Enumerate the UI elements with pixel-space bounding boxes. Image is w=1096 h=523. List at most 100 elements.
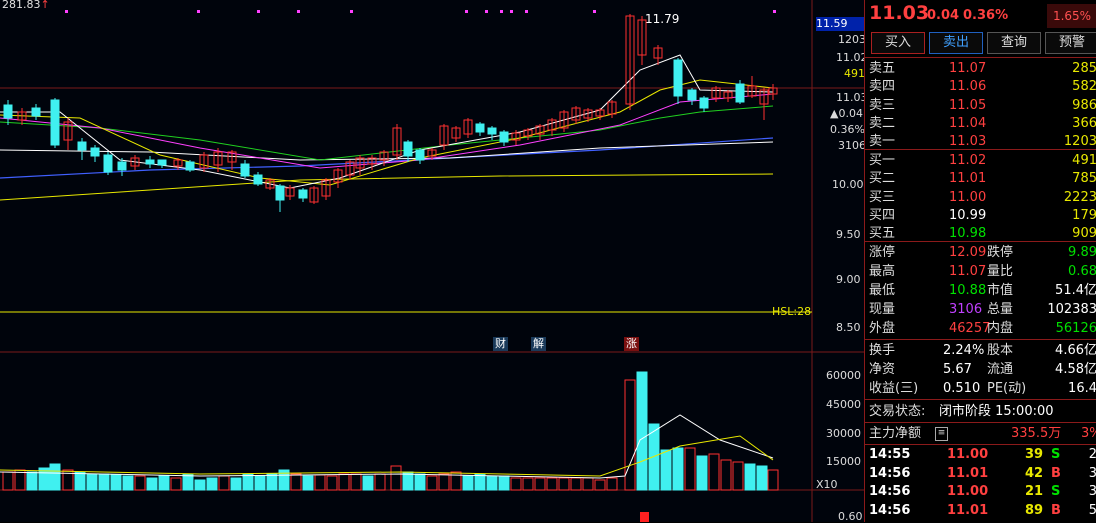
volume-bar: [110, 474, 122, 491]
sell-button[interactable]: 卖出: [929, 32, 983, 54]
ma-line: [0, 79, 774, 186]
volume-bar: [732, 461, 744, 491]
kline-chart-area[interactable]: 281.83↑ 11.79 HSL:28 财 解 涨 11.59 1203 11…: [0, 0, 868, 523]
unlock-tag[interactable]: 解: [531, 337, 546, 351]
stat-value: 12.09: [949, 245, 987, 260]
candle-body: [687, 89, 697, 101]
kline-chart[interactable]: [0, 0, 864, 522]
volume-bar: [696, 455, 708, 491]
query-button[interactable]: 查询: [987, 32, 1041, 54]
tick-price: 11.00: [947, 447, 989, 462]
volume-bar: [194, 479, 206, 491]
buy-button[interactable]: 买入: [871, 32, 925, 54]
stats-row: 净资 5.67 流通 4.58亿: [865, 361, 1096, 379]
stats-row: 换手 2.24% 股本 4.66亿: [865, 342, 1096, 360]
ask-volume: 1203: [1063, 134, 1096, 150]
stat-value: 4.58亿: [1055, 362, 1096, 377]
candle-body: [607, 101, 617, 115]
stat-label: 涨停: [869, 245, 896, 260]
candle-body: [499, 131, 509, 143]
alert-button[interactable]: 预警: [1045, 32, 1096, 54]
divider: [865, 149, 1096, 150]
volume-bar: [756, 465, 768, 491]
volume-bar: [98, 473, 110, 491]
current-price-box: 11.59: [816, 17, 864, 31]
volume-bar: [438, 473, 450, 491]
tick-price: 11.01: [947, 502, 989, 518]
divider: [865, 399, 1096, 400]
volume-bar: [522, 477, 534, 491]
event-marker: [465, 10, 468, 13]
candle-body: [145, 159, 155, 165]
bid-label: 买一: [869, 153, 896, 168]
stat-value: 16.4: [1068, 381, 1096, 396]
volume-bar: [290, 473, 302, 491]
volume-scale-label: X10: [816, 478, 838, 491]
volume-ma-line: [0, 435, 774, 477]
candle-body: [595, 109, 605, 117]
candle-body: [439, 125, 449, 146]
price-change: 0.04: [927, 8, 960, 23]
stats-row: 涨停 12.09 跌停 9.89: [865, 244, 1096, 262]
candle-body: [723, 91, 733, 99]
tick-row: 14:56 11.01 89 B 5: [865, 502, 1096, 520]
candle-body: [583, 109, 593, 119]
tick-time: 14:56: [869, 484, 911, 499]
candle-body: [345, 161, 355, 176]
candle-body: [367, 157, 377, 165]
divider: [865, 339, 1096, 340]
volume-bar: [266, 473, 278, 491]
candle-body: [31, 107, 41, 117]
candle-body: [50, 99, 60, 146]
stat-value: 4.66亿: [1055, 343, 1096, 358]
candle-body: [213, 151, 223, 166]
ask-label: 卖五: [869, 61, 896, 76]
ask-label: 卖一: [869, 134, 896, 150]
stat-value: 56126: [1055, 321, 1096, 336]
stats-row: 最低 10.88 市值 51.4亿: [865, 282, 1096, 300]
candle-body: [117, 161, 127, 171]
candle-body: [103, 154, 113, 173]
volume-bar: [134, 475, 146, 491]
list-icon[interactable]: ≡: [935, 427, 948, 441]
top-left-value: 281.83↑: [2, 0, 50, 11]
event-marker: [197, 10, 200, 13]
stat-label: 跌停: [987, 245, 1014, 260]
tick-price: 11.01: [947, 465, 989, 481]
candle-body: [699, 97, 709, 109]
event-marker: [65, 10, 68, 13]
event-marker: [500, 10, 503, 13]
trade-status-value: 闭市阶段 15:00:00: [939, 404, 1054, 419]
stat-label: 现量: [869, 302, 896, 317]
volume-bar: [278, 469, 290, 491]
bid-row: 买三 11.00 2223: [865, 189, 1096, 207]
main-force-row[interactable]: 主力净额 ≡ 335.5万 3%: [865, 425, 1096, 443]
stat-value: 102383: [1047, 302, 1096, 317]
stat-label: PE(动): [987, 381, 1027, 396]
divider: [865, 57, 1096, 58]
axis-label: 9.00: [836, 273, 861, 286]
candle-body: [673, 59, 683, 97]
finance-tag[interactable]: 财: [493, 337, 508, 351]
limit-up-tag[interactable]: 涨: [624, 337, 639, 351]
volume-bar: [122, 475, 134, 491]
candle-body: [285, 187, 295, 197]
stat-label: 流通: [987, 362, 1014, 377]
volume-bar: [362, 475, 374, 491]
candle-body: [747, 85, 757, 97]
divider: [865, 422, 1096, 423]
tick-volume: 21: [1025, 484, 1044, 499]
volume-bar: [720, 459, 732, 491]
bid-price: 10.98: [949, 226, 987, 242]
volume-axis-label: 15000: [826, 455, 861, 468]
tick-side: S: [1051, 484, 1061, 499]
candle-body: [653, 47, 663, 59]
candle-body: [185, 161, 195, 171]
stat-label: 换手: [869, 343, 896, 358]
candle-body: [463, 119, 473, 135]
tick-time: 14:55: [869, 447, 911, 462]
volume-bar: [624, 379, 636, 491]
stat-value: 10.88: [949, 283, 987, 298]
bid-volume: 2223: [1063, 189, 1096, 205]
volume-bar: [486, 475, 498, 491]
